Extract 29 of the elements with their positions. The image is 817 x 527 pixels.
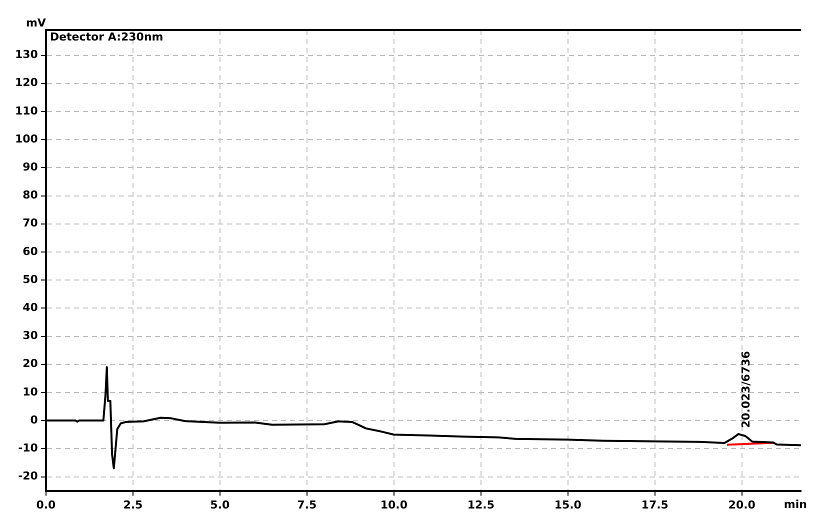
x-tick-label: 5.0 bbox=[210, 498, 230, 512]
y-axis-title: mV bbox=[26, 16, 46, 30]
y-tick-label: 70 bbox=[22, 216, 38, 230]
x-tick-label: 0.0 bbox=[36, 498, 56, 512]
y-tick-label: 120 bbox=[14, 76, 38, 90]
y-tick-label: 90 bbox=[22, 160, 38, 174]
x-tick-label: 20.0 bbox=[728, 498, 756, 512]
y-tick-label: 100 bbox=[14, 132, 38, 146]
x-tick-label: 17.5 bbox=[641, 498, 668, 512]
x-tick-label: 7.5 bbox=[297, 498, 317, 512]
x-axis-title: min bbox=[784, 498, 807, 512]
y-tick-label: 10 bbox=[22, 385, 38, 398]
y-tick-label: 130 bbox=[14, 48, 38, 62]
y-tick-label: 80 bbox=[22, 188, 38, 202]
y-tick-label: 40 bbox=[22, 301, 38, 314]
annotation: 20.023/6736 bbox=[739, 350, 752, 428]
y-tick-label: 50 bbox=[22, 272, 38, 286]
y-tick-label: 20 bbox=[22, 357, 38, 370]
x-tick-label: 15.0 bbox=[554, 498, 582, 512]
y-tick-label: 60 bbox=[22, 244, 38, 258]
y-tick-label: -20 bbox=[18, 470, 38, 483]
y-tick-label: 0 bbox=[30, 413, 38, 426]
x-tick-label: 10.0 bbox=[380, 498, 408, 512]
y-tick-label: 30 bbox=[22, 329, 38, 342]
chart-title: Detector A:230nm bbox=[50, 30, 164, 44]
x-tick-label: 12.5 bbox=[467, 498, 494, 512]
x-tick-label: 2.5 bbox=[123, 498, 143, 512]
y-tick-label: 110 bbox=[14, 104, 38, 118]
y-tick-label: -10 bbox=[18, 442, 38, 455]
